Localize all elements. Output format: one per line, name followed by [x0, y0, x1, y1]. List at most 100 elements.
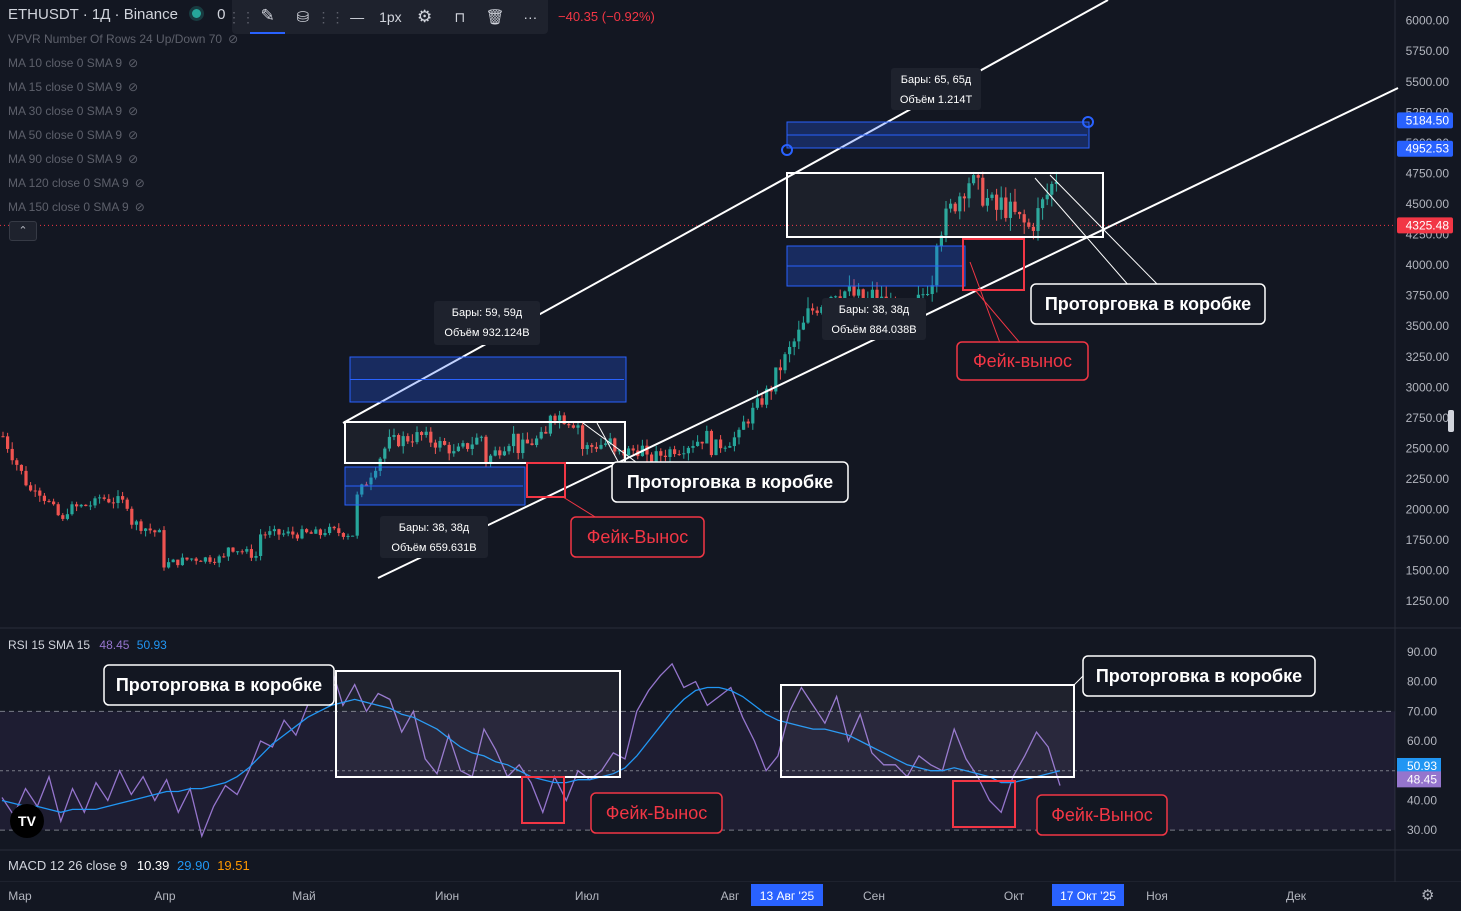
eye-hidden-icon[interactable]: ⊘	[134, 176, 145, 190]
candle	[199, 560, 203, 562]
indicator-legend-item[interactable]: MA 90 close 0 SMA 9 ⊘	[8, 152, 138, 166]
grid-icon[interactable]: ⋮⋮	[316, 8, 345, 25]
chart-settings-icon[interactable]: ⚙	[1421, 887, 1435, 904]
candle	[857, 289, 861, 296]
candle	[778, 367, 782, 371]
callout-box	[1030, 283, 1266, 325]
candle	[75, 504, 79, 507]
candle	[6, 436, 10, 449]
candle	[585, 445, 589, 449]
rsi-tick-label: 30.00	[1407, 823, 1437, 837]
candle	[157, 530, 161, 533]
callout-leader	[582, 422, 641, 466]
candle	[337, 528, 341, 533]
time-tick-label: Мар	[8, 889, 32, 903]
indicator-label: MA 15 close 0 SMA 9	[8, 80, 123, 94]
indicator-legend-item[interactable]: MA 10 close 0 SMA 9 ⊘	[8, 56, 138, 70]
lock-icon[interactable]: ⊓	[454, 8, 466, 25]
indicator-legend-item[interactable]: VPVR Number Of Rows 24 Up/Down 70 ⊘	[8, 32, 238, 46]
time-tick-label: Сен	[863, 889, 885, 903]
macd-hist-value: 19.51	[217, 858, 250, 873]
candle	[737, 429, 741, 438]
eye-hidden-icon[interactable]: ⊘	[128, 56, 139, 70]
candle	[272, 529, 276, 532]
measure-label-box	[434, 301, 540, 345]
tradingview-logo[interactable]: TV	[10, 804, 44, 838]
candle	[392, 435, 396, 437]
rsi-legend[interactable]: RSI 15 SMA 15 48.45 50.93	[8, 638, 167, 652]
candle	[98, 497, 102, 499]
time-axis[interactable]: Мар Апр Май Июн Июл Авг 13 Авг '25 Сен Окт 17 Окт…	[8, 884, 1307, 906]
candle	[148, 528, 152, 531]
candle	[369, 477, 373, 485]
candle	[581, 425, 585, 449]
eye-hidden-icon[interactable]: ⊘	[128, 80, 139, 94]
measure-label-box	[380, 516, 488, 558]
candle	[972, 175, 976, 184]
price-tick-label: 3250.00	[1406, 350, 1450, 364]
candle	[870, 289, 874, 299]
symbol-title[interactable]: ETHUSDT · 1Д · Binance	[8, 6, 178, 23]
indicator-legend-item[interactable]: MA 150 close 0 SMA 9 ⊘	[8, 200, 145, 214]
candle	[153, 530, 157, 533]
price-tick-label: 4750.00	[1406, 166, 1450, 180]
macd-legend[interactable]: MACD 12 26 close 9 10.39 29.90 19.51	[8, 858, 250, 873]
rsi-tick-label: 40.00	[1407, 793, 1437, 807]
price-tick-label: 3750.00	[1406, 289, 1450, 303]
candle	[10, 448, 14, 461]
candle	[111, 502, 115, 504]
collapse-legend-button[interactable]: ⌃	[9, 221, 37, 241]
eye-hidden-icon[interactable]: ⊘	[128, 152, 139, 166]
eye-hidden-icon[interactable]: ⊘	[128, 128, 139, 142]
candle	[677, 454, 681, 456]
price-tick-label: 3500.00	[1406, 319, 1450, 333]
candle	[502, 451, 506, 456]
rsi-sma-value: 50.93	[136, 638, 167, 652]
candle	[52, 501, 56, 505]
price-axis[interactable]: 6000.005750.005500.005250.005000.004750.…	[1397, 14, 1454, 838]
paint-bucket-icon[interactable]: ⛁	[296, 9, 310, 26]
candle	[410, 441, 414, 443]
candle	[93, 498, 97, 506]
candle	[783, 354, 787, 371]
anchor-handle	[781, 144, 793, 156]
symbol-legend[interactable]: ETHUSDT · 1Д · Binance 0	[8, 6, 225, 23]
candle	[1031, 226, 1035, 231]
indicator-legend-item[interactable]: MA 120 close 0 SMA 9 ⊘	[8, 176, 145, 190]
candle	[1050, 183, 1054, 195]
eye-hidden-icon[interactable]: ⊘	[134, 200, 145, 214]
candle	[691, 445, 695, 448]
candle	[309, 532, 313, 534]
candle	[732, 437, 736, 447]
candle	[489, 455, 493, 464]
candle	[130, 508, 134, 525]
candle	[599, 444, 603, 449]
price-label-box	[1397, 140, 1453, 157]
more-icon[interactable]: ···	[523, 9, 538, 25]
eye-hidden-icon[interactable]: ⊘	[128, 104, 139, 118]
time-tick-label: 17 Окт '25	[1060, 889, 1116, 903]
rsi-tick-label: 60.00	[1407, 734, 1437, 748]
price-tick-label: 2250.00	[1406, 472, 1450, 486]
candle	[415, 432, 419, 443]
price-tick-label: 2000.00	[1406, 503, 1450, 517]
indicator-legend-item[interactable]: MA 50 close 0 SMA 9 ⊘	[8, 128, 138, 142]
callout-leader	[1034, 177, 1131, 288]
gear-icon[interactable]: ⚙	[417, 7, 433, 26]
time-tick-label: Дек	[1286, 889, 1307, 903]
drag-handle[interactable]: ⋮⋮	[227, 8, 255, 25]
candle	[990, 194, 994, 198]
drawing-toolbar[interactable]: ⋮⋮ ✎ ⛁ ⋮⋮ — 1px ⚙ ⊓ 🗑 ···	[227, 0, 548, 34]
indicator-legend-item[interactable]: MA 15 close 0 SMA 9 ⊘	[8, 80, 138, 94]
line-style-icon[interactable]: —	[350, 9, 365, 25]
candle	[1045, 194, 1049, 200]
price-tick-label: 4500.00	[1406, 197, 1450, 211]
trash-icon[interactable]: 🗑	[485, 9, 505, 26]
line-width-button[interactable]: 1px	[379, 9, 402, 25]
candle	[962, 196, 966, 199]
eye-hidden-icon[interactable]: ⊘	[228, 32, 239, 46]
pencil-icon[interactable]: ✎	[250, 0, 286, 34]
indicator-legend-item[interactable]: MA 30 close 0 SMA 9 ⊘	[8, 104, 138, 118]
candle	[617, 450, 621, 452]
